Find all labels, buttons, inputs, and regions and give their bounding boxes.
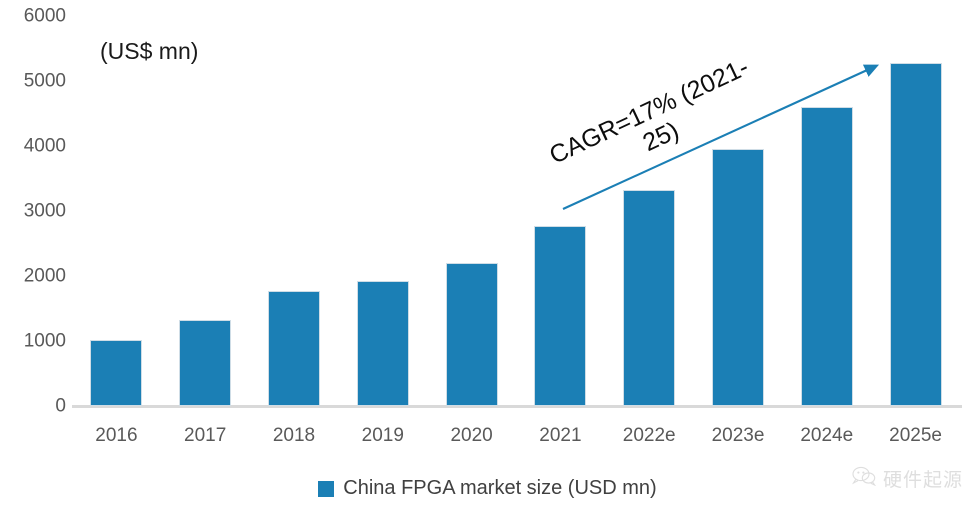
watermark: 硬件起源: [851, 465, 963, 492]
y-axis-tick: 0: [55, 395, 66, 417]
chart-legend: China FPGA market size (USD mn): [0, 477, 975, 500]
x-axis-tick: 2023e: [711, 425, 765, 446]
watermark-text: 硬件起源: [882, 470, 963, 491]
bar-2023e: [712, 148, 764, 406]
bar-2020: [445, 262, 498, 406]
x-axis-tick: 2016: [95, 425, 138, 446]
x-axis-tick: 2021: [539, 425, 582, 446]
x-axis-tick: 2020: [450, 425, 493, 446]
x-axis-tick: 2022e: [622, 425, 676, 446]
legend-label: China FPGA market size (USD mn): [343, 477, 657, 499]
bar-2018: [268, 290, 320, 406]
x-axis-tick: 2017: [184, 425, 227, 446]
y-axis-tick: 4000: [23, 135, 66, 157]
x-axis-tick: 2018: [272, 425, 316, 446]
y-axis-tick: 2000: [23, 265, 66, 287]
bar-2019: [356, 281, 409, 406]
bar-2022e: [623, 190, 676, 406]
y-axis-tick: 1000: [23, 330, 66, 352]
axis-baseline: [72, 405, 962, 408]
bar-2021: [534, 225, 587, 406]
y-axis-tick: 3000: [23, 200, 66, 222]
bar-2016: [90, 340, 143, 406]
x-axis-tick: 2019: [361, 425, 404, 446]
y-axis: 6000 5000 4000 3000 2000 1000 0: [0, 0, 66, 420]
y-axis-tick: 5000: [23, 70, 66, 92]
y-axis-tick: 6000: [23, 5, 66, 27]
legend-swatch: [318, 480, 335, 497]
bar-2024e: [800, 107, 853, 406]
x-axis-tick: 2025e: [889, 425, 942, 446]
wechat-icon: [851, 466, 877, 491]
axis-units-label: (US$ mn): [100, 38, 199, 64]
x-axis: 2016 2017 2018 2019 2020 2021 2022e 2023e 2024e 2…: [72, 425, 960, 455]
bar-2025e: [889, 62, 942, 406]
bar-series: [72, 10, 960, 406]
x-axis-tick: 2024e: [800, 425, 854, 446]
bar-2017: [179, 320, 232, 406]
